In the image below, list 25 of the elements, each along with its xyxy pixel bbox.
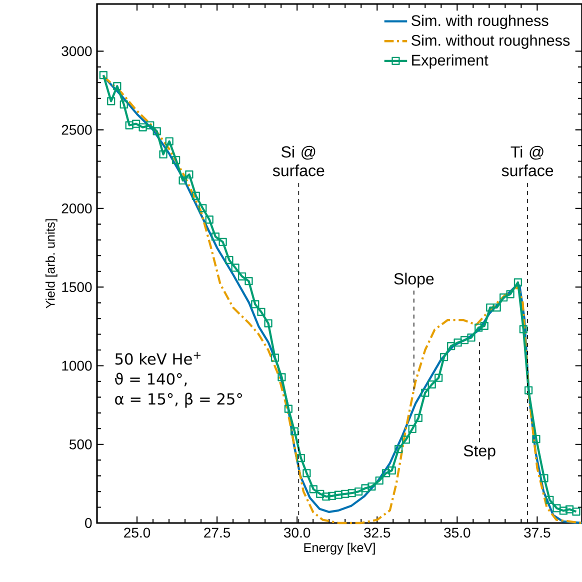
x-tick-label: 30.0 [284,528,310,538]
y-tick-label: 3000 [62,46,92,56]
annotation: α = 15°, β = 25° [115,392,242,408]
x-tick-label: 35.0 [444,528,470,538]
annotation: Slope [394,272,434,288]
y-tick-label: 1500 [62,282,92,292]
y-tick-label: 1000 [62,360,92,371]
ref-line-label: Ti @ surface [502,146,554,176]
y-tick-label: 0 [85,518,92,528]
legend-label: Sim. without roughness [412,34,570,49]
annotation: Step [464,445,496,460]
annotation: 50 keV He$^{+}$ [115,352,201,365]
x-tick-label: 32.5 [364,528,390,538]
y-tick-label: 2500 [62,124,92,135]
x-tick-label: 25.0 [124,528,150,538]
x-axis-title: Energy [keV] [304,542,375,555]
legend-label: Experiment [412,54,488,69]
y-tick-label: 2000 [62,204,92,214]
y-tick-label: 500 [69,439,92,450]
legend-label: Sim. with roughness [412,14,548,30]
x-tick-label: 37.5 [524,528,550,538]
y-axis-title: Yield [arb. units] [46,219,58,308]
x-tick-label: 27.5 [204,528,230,538]
ref-line-label: Si @ surface [272,146,324,176]
annotation: ϑ = 140°, [115,372,187,386]
